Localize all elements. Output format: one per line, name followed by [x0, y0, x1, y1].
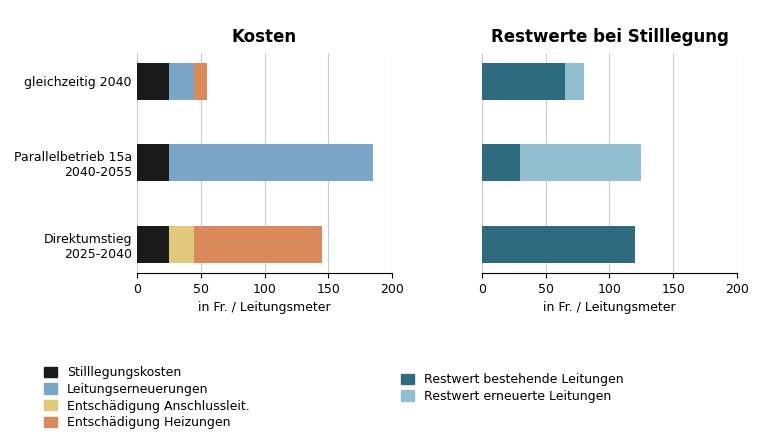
X-axis label: in Fr. / Leitungsmeter: in Fr. / Leitungsmeter	[198, 301, 331, 314]
Bar	[137, 144, 169, 181]
Bar	[195, 226, 322, 263]
Bar	[482, 63, 565, 99]
Legend: Stilllegungskosten, Leitungserneuerungen, Entschädigung Anschlussleit., Entschäd: Stilllegungskosten, Leitungserneuerungen…	[44, 366, 249, 429]
Bar	[195, 63, 207, 99]
X-axis label: in Fr. / Leitungsmeter: in Fr. / Leitungsmeter	[543, 301, 676, 314]
Bar	[482, 226, 635, 263]
Bar	[137, 63, 169, 99]
Bar	[137, 226, 169, 263]
Bar	[169, 144, 373, 181]
Legend: Restwert bestehende Leitungen, Restwert erneuerte Leitungen: Restwert bestehende Leitungen, Restwert …	[401, 373, 623, 403]
Bar	[565, 63, 584, 99]
Bar	[169, 63, 195, 99]
Title: Kosten: Kosten	[232, 28, 297, 46]
Bar	[482, 144, 520, 181]
Bar	[169, 226, 195, 263]
Title: Restwerte bei Stilllegung: Restwerte bei Stilllegung	[490, 28, 728, 46]
Bar	[520, 144, 641, 181]
